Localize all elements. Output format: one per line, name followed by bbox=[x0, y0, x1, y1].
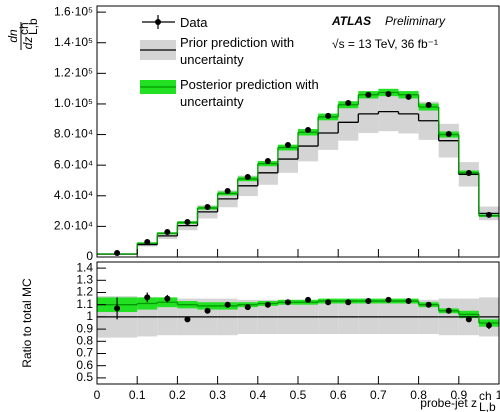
x-axis-title: probe-jet z bbox=[420, 396, 477, 410]
data-point bbox=[144, 239, 151, 246]
data-point bbox=[305, 296, 312, 303]
y-tick-label: 0.7 bbox=[76, 346, 93, 360]
data-point bbox=[224, 301, 231, 308]
data-point bbox=[485, 322, 492, 329]
data-point bbox=[184, 218, 191, 225]
y-title-denominator: dz bbox=[21, 37, 35, 50]
y-tick-label: 1.2·10⁵ bbox=[54, 66, 93, 80]
y-title-sub: L,b bbox=[26, 18, 40, 35]
data-point bbox=[264, 301, 271, 308]
y-tick-label: 4.0·10⁴ bbox=[54, 188, 93, 202]
experiment-label: ATLAS bbox=[331, 14, 371, 28]
x-tick-label: 0.3 bbox=[209, 388, 226, 402]
y-tick-label: 1.0·10⁵ bbox=[54, 96, 93, 110]
x-tick-label: 0.7 bbox=[370, 388, 387, 402]
data-point bbox=[425, 301, 432, 308]
y-tick-label: 8.0·10⁴ bbox=[54, 127, 93, 141]
y-title-numerator: dn bbox=[6, 29, 20, 43]
y-tick-label: 1.4·10⁵ bbox=[54, 35, 93, 49]
y-tick-label: 1.6·10⁵ bbox=[54, 4, 93, 18]
x-tick-label: 0.6 bbox=[330, 388, 347, 402]
status-label: Preliminary bbox=[385, 14, 446, 28]
y-title-sup: ch bbox=[17, 22, 31, 35]
data-point bbox=[204, 307, 211, 314]
energy-label: √s = 13 TeV, 36 fb⁻¹ bbox=[332, 37, 438, 51]
data-point bbox=[465, 316, 472, 323]
data-point bbox=[284, 299, 291, 306]
x-tick-label: 0.4 bbox=[249, 388, 266, 402]
y-tick-label: 0 bbox=[86, 249, 93, 263]
data-point bbox=[345, 100, 352, 107]
data-point bbox=[365, 298, 372, 305]
data-point bbox=[365, 91, 372, 98]
data-point bbox=[244, 304, 251, 311]
data-point bbox=[445, 307, 452, 314]
data-point bbox=[385, 296, 392, 303]
y-tick-label: 1 bbox=[86, 309, 93, 323]
data-point bbox=[244, 173, 251, 180]
data-point bbox=[305, 126, 312, 133]
x-tick-label: 0 bbox=[94, 388, 101, 402]
x-title-sub: L,b bbox=[479, 400, 496, 412]
data-point bbox=[184, 316, 191, 323]
data-point bbox=[405, 93, 412, 100]
legend-label: Posterior prediction with uncertainty bbox=[180, 77, 319, 109]
x-tick-label: 0.9 bbox=[450, 388, 467, 402]
data-point bbox=[325, 112, 332, 119]
data-point bbox=[345, 299, 352, 306]
y-tick-label: 0.8 bbox=[76, 333, 93, 347]
data-point bbox=[204, 203, 211, 210]
data-point bbox=[164, 229, 171, 236]
data-point bbox=[114, 250, 121, 257]
x-tick-label: 0.1 bbox=[129, 388, 146, 402]
data-point bbox=[284, 141, 291, 148]
y-tick-label: 6.0·10⁴ bbox=[54, 157, 93, 171]
x-tick-label: 0.2 bbox=[169, 388, 186, 402]
x-tick-label: 0.5 bbox=[290, 388, 307, 402]
x-tick-label: 1 bbox=[496, 388, 500, 402]
y-tick-label: 2.0·10⁴ bbox=[54, 219, 93, 233]
x-tick-label: 0.8 bbox=[410, 388, 427, 402]
y-tick-label: 1.1 bbox=[76, 297, 93, 311]
data-point bbox=[224, 188, 231, 195]
y-axis-title: Ratio to total MC bbox=[20, 278, 34, 368]
data-point bbox=[385, 91, 392, 98]
data-point bbox=[485, 211, 492, 218]
legend-label: Data bbox=[180, 15, 208, 30]
data-point bbox=[405, 298, 412, 305]
data-point bbox=[164, 295, 171, 302]
y-tick-label: 1.4 bbox=[76, 260, 93, 274]
y-tick-label: 0.5 bbox=[76, 370, 93, 384]
x-title-sup: ch bbox=[479, 389, 492, 403]
data-point bbox=[465, 169, 472, 176]
y-tick-label: 1.2 bbox=[76, 285, 93, 299]
legend-label: Prior prediction with uncertainty bbox=[180, 35, 295, 67]
data-point bbox=[264, 158, 271, 165]
data-point bbox=[144, 294, 151, 301]
data-point bbox=[114, 305, 121, 312]
data-point bbox=[445, 130, 452, 137]
y-tick-label: 0.9 bbox=[76, 321, 93, 335]
y-tick-label: 1.3 bbox=[76, 272, 93, 286]
data-point bbox=[325, 299, 332, 306]
y-tick-label: 0.6 bbox=[76, 358, 93, 372]
data-point bbox=[425, 102, 432, 109]
